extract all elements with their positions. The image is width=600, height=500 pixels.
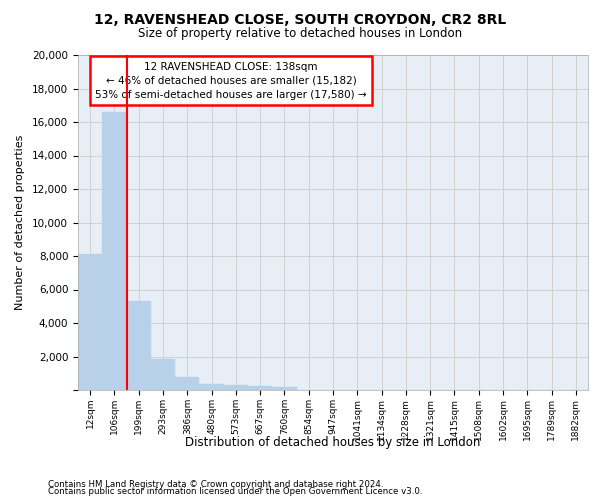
Y-axis label: Number of detached properties: Number of detached properties (15, 135, 25, 310)
Bar (199, 384, 224, 390)
Text: Contains HM Land Registry data © Crown copyright and database right 2024.: Contains HM Land Registry data © Crown c… (48, 480, 383, 489)
Text: Contains public sector information licensed under the Open Government Licence v3: Contains public sector information licen… (48, 487, 422, 496)
Bar (224, 386, 248, 390)
Text: 12 RAVENSHEAD CLOSE: 138sqm
← 46% of detached houses are smaller (15,182)
53% of: 12 RAVENSHEAD CLOSE: 138sqm ← 46% of det… (95, 62, 367, 100)
Bar (272, 387, 296, 390)
Bar (248, 386, 272, 390)
Bar (102, 112, 127, 390)
Text: Size of property relative to detached houses in London: Size of property relative to detached ho… (138, 28, 462, 40)
Text: Distribution of detached houses by size in London: Distribution of detached houses by size … (185, 436, 481, 449)
Text: 12, RAVENSHEAD CLOSE, SOUTH CROYDON, CR2 8RL: 12, RAVENSHEAD CLOSE, SOUTH CROYDON, CR2… (94, 12, 506, 26)
Bar (78, 254, 102, 390)
Bar (127, 301, 151, 390)
Bar (151, 359, 175, 390)
Bar (175, 377, 199, 390)
